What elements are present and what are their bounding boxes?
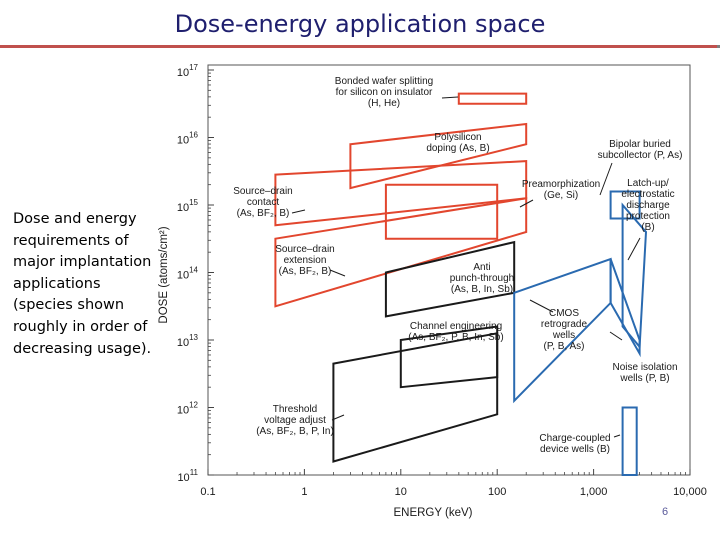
region-label: Channel engineering — [410, 321, 502, 332]
region-label: discharge — [626, 200, 670, 211]
plot-frame — [207, 64, 691, 476]
region-leader-line — [609, 331, 623, 341]
region-label: (As, BF₂, B, P, In) — [256, 426, 334, 437]
x-tick-label: 1 — [301, 486, 307, 498]
region-label: protection — [626, 211, 670, 222]
region-8 — [332, 332, 499, 463]
region-leader-line — [599, 162, 613, 196]
region-leader-line — [441, 96, 459, 99]
region-3 — [274, 160, 528, 227]
region-label: (Ge, Si) — [544, 190, 578, 201]
region-13 — [621, 406, 638, 476]
y-tick-label: 1014 — [177, 266, 199, 282]
y-tick-label: 1016 — [177, 131, 199, 147]
region-label: Charge-coupled — [539, 433, 610, 444]
region-4 — [274, 197, 528, 308]
region-label: punch-through — [450, 273, 515, 284]
title-underline-end — [717, 45, 720, 48]
region-leader-line — [613, 434, 621, 438]
region-label: Anti — [473, 262, 490, 273]
region-label: voltage adjust — [264, 415, 326, 426]
region-label: retrograde — [541, 319, 588, 330]
region-label: (As, BF₂, B) — [237, 208, 290, 219]
region-leader-line — [329, 269, 346, 277]
region-label: electrostatic — [621, 189, 674, 200]
region-label: Threshold — [273, 404, 317, 415]
x-axis-title: ENERGY (keV) — [393, 507, 472, 519]
region-label: doping (As, B) — [426, 143, 489, 154]
x-tick-label: 0.1 — [200, 486, 215, 498]
page-number: 6 — [662, 506, 669, 518]
title-underline — [0, 45, 720, 48]
region-label: (H, He) — [368, 98, 400, 109]
region-leader-line — [331, 414, 345, 421]
region-label: Preamorphization — [522, 179, 600, 190]
y-tick-label: 1012 — [177, 401, 199, 417]
x-tick-label: 100 — [488, 486, 506, 498]
region-label: wells (P, B) — [619, 373, 669, 384]
region-label: CMOS — [549, 308, 579, 319]
region-leader-line — [627, 237, 641, 261]
region-label: device wells (B) — [540, 444, 610, 455]
region-label: (As, BF₂, B) — [279, 266, 332, 277]
region-label: extension — [284, 255, 327, 266]
x-tick-label: 10,000 — [673, 486, 707, 498]
region-label: Latch-up/ — [627, 178, 669, 189]
slide-title: Dose-energy application space — [174, 10, 546, 38]
y-tick-label: 1011 — [177, 468, 198, 484]
region-label: Polysilicon — [434, 132, 481, 143]
region-label: Bipolar buried — [609, 139, 671, 150]
region-label: wells — [552, 330, 575, 341]
region-label: (As, BF₂, P, B, In, Sb) — [408, 332, 503, 343]
region-label: contact — [247, 197, 279, 208]
region-label: for silicon on insulator — [336, 87, 433, 98]
region-leader-line — [519, 199, 534, 208]
region-label: (As, B, In, Sb) — [451, 284, 513, 295]
region-2 — [349, 122, 528, 190]
region-1 — [457, 92, 528, 105]
region-5 — [384, 183, 499, 240]
region-leader-line — [291, 209, 306, 214]
region-12 — [609, 258, 641, 358]
region-label: (P, B, As) — [544, 341, 585, 352]
region-label: Source–drain — [233, 186, 292, 197]
region-label: Noise isolation — [612, 362, 677, 373]
x-tick-label: 10 — [395, 486, 407, 498]
y-tick-label: 1013 — [177, 333, 199, 349]
y-tick-label: 1017 — [177, 63, 199, 79]
region-label: Source–drain — [275, 244, 334, 255]
region-label: Bonded wafer splitting — [335, 76, 433, 87]
y-tick-label: 1015 — [177, 198, 199, 214]
region-9 — [609, 190, 641, 220]
region-label: (B) — [641, 222, 654, 233]
y-axis-title: DOSE (atoms/cm²) — [158, 226, 170, 323]
region-leader-line — [529, 299, 554, 313]
region-label: subcollector (P, As) — [598, 150, 683, 161]
x-tick-label: 1,000 — [580, 486, 608, 498]
figure-caption: Dose and energy requirements of major im… — [13, 211, 152, 357]
